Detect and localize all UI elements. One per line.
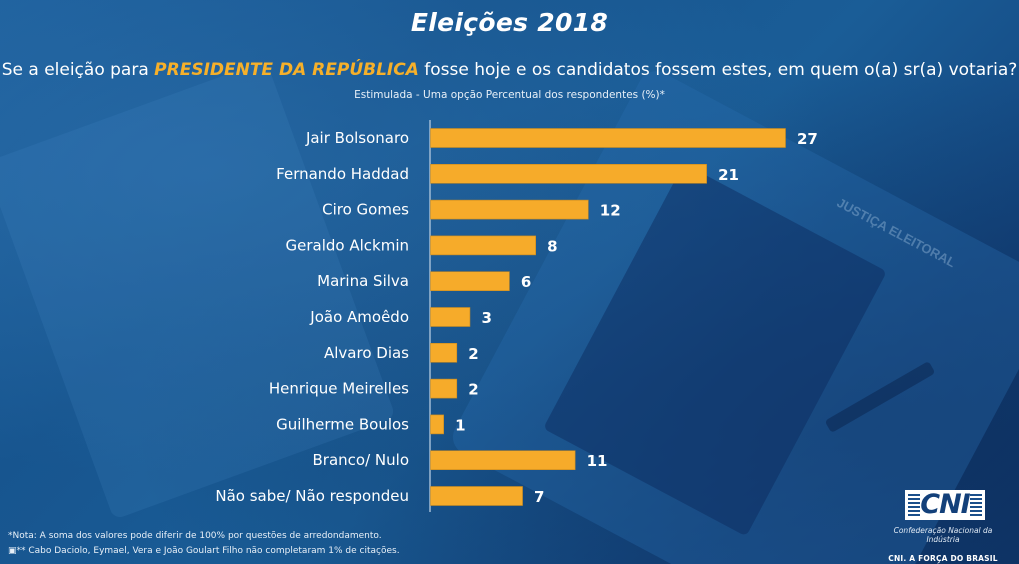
bar-marina-silva bbox=[430, 271, 510, 292]
value-label: 3 bbox=[481, 309, 491, 327]
value-label: 21 bbox=[718, 166, 739, 184]
footnote-minor-candidates: ▣** Cabo Daciolo, Eymael, Vera e João Go… bbox=[8, 546, 400, 556]
logo-stripes-right bbox=[970, 494, 982, 516]
bar-ciro-gomes bbox=[430, 199, 589, 220]
cni-logo: CNI Confederação Nacional da Indústria C… bbox=[878, 490, 1008, 564]
cni-tagline: CNI. A FORÇA DO BRASIL INDÚSTRIA bbox=[888, 554, 998, 564]
page-title: Eleições 2018 bbox=[410, 8, 609, 37]
value-label: 6 bbox=[521, 273, 531, 291]
value-label: 2 bbox=[468, 381, 478, 399]
logo-stripes-left bbox=[908, 494, 920, 516]
value-label: 8 bbox=[547, 237, 557, 255]
value-label: 12 bbox=[600, 202, 621, 220]
category-label: Henrique Meirelles bbox=[269, 380, 409, 398]
value-label: 7 bbox=[534, 488, 544, 506]
value-label: 11 bbox=[587, 452, 608, 470]
bar-fernando-haddad bbox=[430, 164, 707, 184]
bar-henrique-meirelles bbox=[430, 378, 458, 399]
bar-guilherme-boulos bbox=[430, 414, 444, 435]
survey-question: Se a eleição para PRESIDENTE DA REPÚBLIC… bbox=[0, 60, 1019, 80]
bar-jair-bolsonaro bbox=[430, 128, 786, 148]
footnote-minor-candidates-text: ** Cabo Daciolo, Eymael, Vera e João Gou… bbox=[16, 546, 400, 556]
value-label: 27 bbox=[797, 130, 818, 148]
missing-glyph-icon: ▣ bbox=[8, 546, 17, 556]
category-label: João Amoêdo bbox=[309, 308, 409, 326]
category-label: Ciro Gomes bbox=[322, 201, 409, 219]
question-suffix: fosse hoje e os candidatos fossem estes,… bbox=[418, 60, 1018, 80]
category-label: Marina Silva bbox=[317, 272, 409, 290]
question-prefix: Se a eleição para bbox=[1, 60, 155, 80]
chart-subtitle: Estimulada - Uma opção Percentual dos re… bbox=[354, 89, 665, 101]
value-label: 1 bbox=[455, 416, 465, 434]
bar-nao-sabe-nao-respondeu bbox=[430, 486, 523, 506]
footnote-rounding: *Nota: A soma dos valores pode diferir d… bbox=[8, 531, 382, 541]
category-label: Não sabe/ Não respondeu bbox=[215, 487, 409, 505]
question-highlight: PRESIDENTE DA REPÚBLICA bbox=[154, 60, 419, 80]
category-label: Branco/ Nulo bbox=[313, 451, 409, 469]
cni-logo-subtitle: Confederação Nacional da Indústria bbox=[893, 526, 993, 544]
bar-branco-nulo bbox=[430, 450, 576, 471]
category-label: Alvaro Dias bbox=[324, 344, 409, 362]
bar-geraldo-alckmin bbox=[430, 235, 536, 256]
bar-alvaro-dias bbox=[430, 342, 458, 363]
category-label: Jair Bolsonaro bbox=[305, 129, 409, 147]
bar-joao-amoedo bbox=[430, 307, 471, 327]
category-label: Guilherme Boulos bbox=[276, 415, 409, 433]
value-label: 2 bbox=[468, 345, 478, 363]
category-label: Geraldo Alckmin bbox=[286, 236, 410, 254]
category-label: Fernando Haddad bbox=[276, 165, 409, 183]
cni-logo-mark: CNI bbox=[905, 490, 985, 520]
cni-logo-text: CNI bbox=[920, 489, 970, 520]
